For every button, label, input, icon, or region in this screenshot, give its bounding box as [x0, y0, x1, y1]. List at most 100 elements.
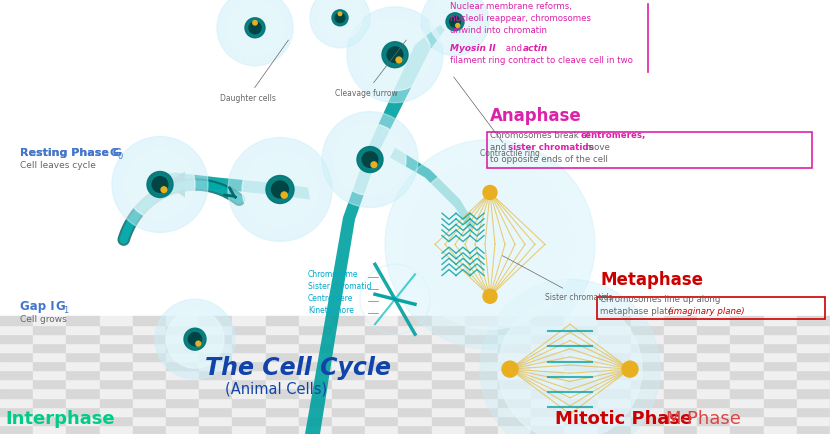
- Bar: [531, 407, 564, 416]
- Circle shape: [184, 329, 206, 350]
- Text: Cleavage furrow: Cleavage furrow: [335, 41, 407, 97]
- Bar: [299, 407, 332, 416]
- Circle shape: [147, 172, 173, 198]
- Bar: [33, 425, 66, 434]
- Bar: [697, 316, 730, 325]
- Bar: [100, 371, 133, 379]
- Text: metaphase plate: metaphase plate: [600, 306, 676, 316]
- Bar: [199, 316, 232, 325]
- Bar: [598, 398, 631, 407]
- Bar: [232, 352, 266, 362]
- Bar: [232, 371, 266, 379]
- Circle shape: [388, 48, 403, 63]
- Bar: [797, 379, 830, 388]
- Bar: [797, 316, 830, 325]
- Bar: [398, 325, 432, 334]
- Bar: [498, 352, 531, 362]
- Bar: [432, 398, 465, 407]
- Circle shape: [483, 186, 497, 200]
- Bar: [66, 407, 100, 416]
- Text: Interphase: Interphase: [5, 409, 115, 427]
- Bar: [432, 425, 465, 434]
- Text: and: and: [490, 142, 509, 151]
- Bar: [664, 343, 697, 352]
- Bar: [199, 425, 232, 434]
- Bar: [332, 371, 365, 379]
- Bar: [232, 325, 266, 334]
- Bar: [0, 371, 33, 379]
- Bar: [232, 343, 266, 352]
- Text: Contractile ring: Contractile ring: [454, 78, 540, 157]
- Bar: [531, 425, 564, 434]
- Bar: [166, 371, 199, 379]
- Bar: [564, 425, 598, 434]
- Circle shape: [152, 178, 168, 193]
- Bar: [764, 371, 797, 379]
- Bar: [764, 425, 797, 434]
- Text: Gap I: Gap I: [20, 299, 59, 312]
- Text: actin: actin: [523, 44, 549, 53]
- Circle shape: [281, 193, 287, 199]
- Bar: [0, 388, 33, 398]
- Bar: [631, 352, 664, 362]
- Circle shape: [253, 22, 257, 26]
- Bar: [100, 352, 133, 362]
- Bar: [299, 343, 332, 352]
- Circle shape: [405, 160, 575, 329]
- Bar: [332, 407, 365, 416]
- Bar: [664, 334, 697, 343]
- Bar: [0, 362, 33, 371]
- Bar: [33, 371, 66, 379]
- Bar: [0, 416, 33, 425]
- Bar: [797, 334, 830, 343]
- Bar: [133, 334, 166, 343]
- Bar: [465, 371, 498, 379]
- Bar: [332, 316, 365, 325]
- Bar: [498, 316, 531, 325]
- Bar: [498, 362, 531, 371]
- Bar: [531, 352, 564, 362]
- Text: (Animal Cells): (Animal Cells): [225, 380, 327, 395]
- Bar: [531, 362, 564, 371]
- Bar: [531, 343, 564, 352]
- Bar: [332, 325, 365, 334]
- Bar: [365, 343, 398, 352]
- Bar: [631, 325, 664, 334]
- Circle shape: [217, 0, 293, 66]
- Circle shape: [166, 310, 224, 368]
- Polygon shape: [390, 148, 475, 232]
- Bar: [0, 352, 33, 362]
- Bar: [697, 343, 730, 352]
- Bar: [598, 352, 631, 362]
- Polygon shape: [300, 26, 445, 434]
- Bar: [199, 352, 232, 362]
- Bar: [332, 362, 365, 371]
- Bar: [299, 416, 332, 425]
- Bar: [432, 334, 465, 343]
- Bar: [764, 388, 797, 398]
- Bar: [266, 334, 299, 343]
- Bar: [100, 379, 133, 388]
- Bar: [598, 407, 631, 416]
- Text: Nuclear membrane reforms,: Nuclear membrane reforms,: [450, 2, 572, 11]
- Text: Mitotic Phase: Mitotic Phase: [555, 409, 699, 427]
- Bar: [166, 379, 199, 388]
- Bar: [764, 398, 797, 407]
- Bar: [33, 352, 66, 362]
- Bar: [299, 352, 332, 362]
- Bar: [66, 316, 100, 325]
- Bar: [100, 362, 133, 371]
- Bar: [564, 362, 598, 371]
- Circle shape: [382, 43, 408, 69]
- Bar: [564, 352, 598, 362]
- Bar: [365, 425, 398, 434]
- Bar: [531, 416, 564, 425]
- Bar: [199, 379, 232, 388]
- Bar: [564, 343, 598, 352]
- Bar: [266, 352, 299, 362]
- Bar: [66, 425, 100, 434]
- Bar: [498, 343, 531, 352]
- Bar: [531, 316, 564, 325]
- Bar: [498, 407, 531, 416]
- Bar: [465, 362, 498, 371]
